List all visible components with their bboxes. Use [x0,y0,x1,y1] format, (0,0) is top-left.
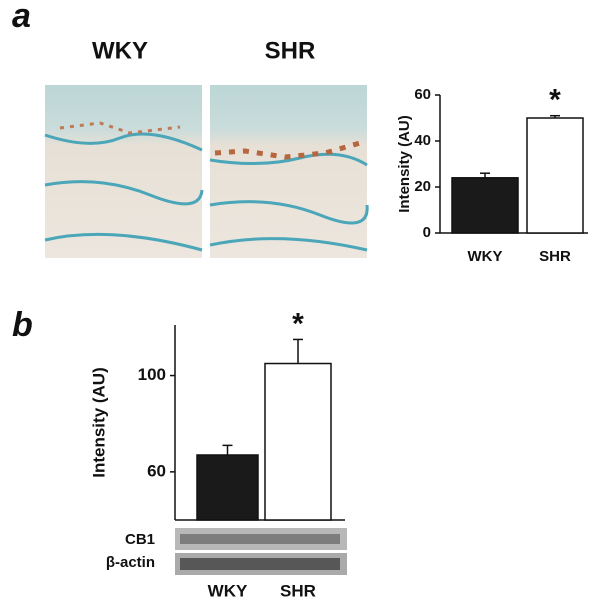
y-tick-label: 0 [423,224,431,241]
bar [451,177,519,234]
image-label: WKY [92,37,148,64]
blot-label: β-actin [106,554,155,571]
x-tick-label: WKY [208,581,248,600]
image-label: SHR [265,37,316,64]
y-axis-label: Intensity (AU) [396,115,413,213]
bar [526,117,584,234]
x-tick-label: WKY [468,248,503,265]
panel-label: a [12,0,31,35]
panel-label: b [12,306,33,344]
y-tick-label: 20 [414,178,431,195]
x-tick-label: SHR [539,248,571,265]
bar [196,454,259,521]
bar [264,362,332,521]
y-tick-label: 100 [138,365,166,384]
histology-image [209,85,369,258]
y-tick-label: 40 [414,132,431,149]
significance-mark: * [549,84,561,117]
y-tick-label: 60 [147,461,166,480]
blot-label: CB1 [125,531,155,548]
western-blot [175,528,347,575]
significance-mark: * [292,307,304,340]
y-tick-label: 60 [414,86,431,103]
y-axis-label: Intensity (AU) [89,367,108,478]
histology-image [44,85,204,258]
x-tick-label: SHR [280,581,316,600]
